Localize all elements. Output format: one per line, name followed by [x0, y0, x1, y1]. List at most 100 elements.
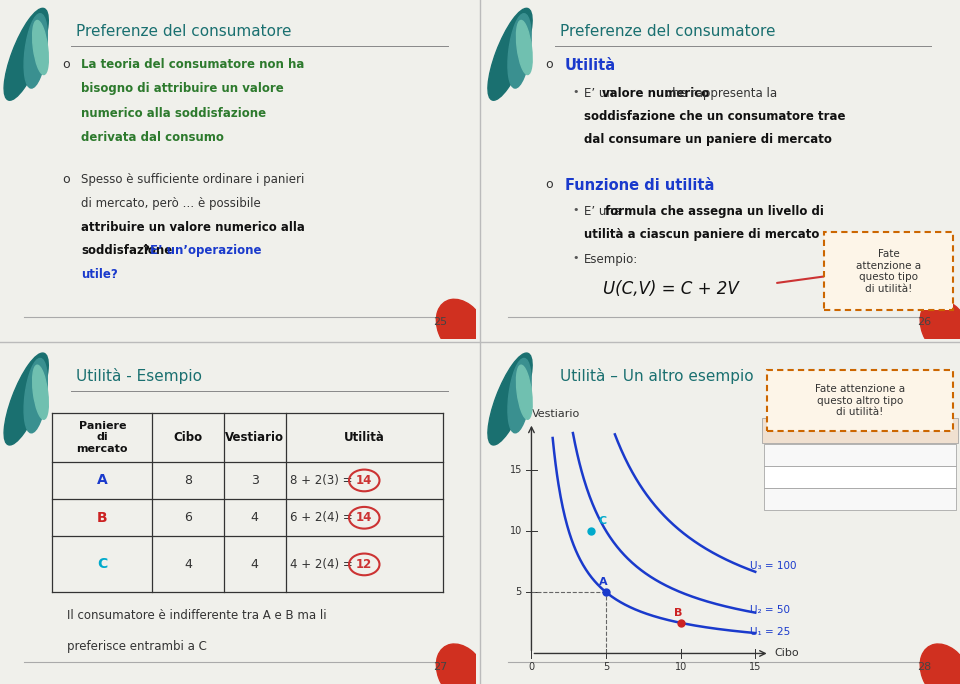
Text: Fate
attenzione a
questo tipo
di utilità!: Fate attenzione a questo tipo di utilità…: [856, 249, 922, 294]
Text: o: o: [61, 173, 69, 186]
Text: U₃ = 100: U₃ = 100: [750, 561, 797, 571]
Text: 10: 10: [510, 526, 522, 536]
Text: Cibo: Cibo: [775, 648, 799, 659]
Text: o: o: [545, 178, 553, 191]
Ellipse shape: [4, 8, 48, 101]
Text: U(C,V) = C + 2V: U(C,V) = C + 2V: [603, 280, 738, 298]
Ellipse shape: [921, 644, 960, 684]
Ellipse shape: [516, 21, 532, 75]
Text: dal consumare un paniere di mercato: dal consumare un paniere di mercato: [584, 133, 831, 146]
Text: 27: 27: [433, 662, 447, 672]
Text: Utilità – Un altro esempio: Utilità – Un altro esempio: [560, 369, 754, 384]
FancyBboxPatch shape: [764, 444, 956, 466]
Text: Fate attenzione a
questo altro tipo
di utilità!: Fate attenzione a questo altro tipo di u…: [815, 384, 905, 417]
Text: Paniere
di
mercato: Paniere di mercato: [77, 421, 128, 453]
Text: 8 + 2(3) =: 8 + 2(3) =: [291, 474, 357, 487]
Ellipse shape: [921, 300, 960, 359]
Text: Vestiario: Vestiario: [226, 431, 284, 444]
Ellipse shape: [488, 353, 532, 445]
Ellipse shape: [24, 14, 47, 88]
Text: utile?: utile?: [81, 268, 118, 281]
Text: Utilità: Utilità: [344, 431, 385, 444]
Text: C: C: [97, 557, 108, 571]
Ellipse shape: [24, 358, 47, 433]
Text: preferisce entrambi a C: preferisce entrambi a C: [66, 640, 206, 653]
Text: Utilità: Utilità: [564, 57, 616, 73]
Ellipse shape: [33, 365, 48, 419]
Text: Il consumatore è indifferente tra A e B ma li: Il consumatore è indifferente tra A e B …: [66, 609, 326, 622]
Text: derivata dal consumo: derivata dal consumo: [81, 131, 224, 144]
Text: 10: 10: [675, 662, 686, 672]
Text: o: o: [545, 57, 553, 70]
Text: Preferenze del consumatore: Preferenze del consumatore: [76, 24, 292, 39]
Ellipse shape: [437, 644, 488, 684]
Text: 28: 28: [917, 662, 931, 672]
FancyBboxPatch shape: [762, 418, 958, 443]
Text: U₁ = 25: U₁ = 25: [750, 627, 790, 637]
Text: A: A: [599, 577, 608, 588]
Text: 0: 0: [528, 662, 535, 672]
Text: U₂ = 50: U₂ = 50: [750, 605, 790, 615]
Text: ?: ?: [143, 244, 154, 257]
Text: attribuire un valore numerico alla: attribuire un valore numerico alla: [81, 220, 305, 233]
Text: Paniere: Paniere: [783, 425, 828, 434]
Text: A: A: [780, 472, 787, 482]
Text: E’ una: E’ una: [584, 205, 625, 218]
Text: Cibo: Cibo: [174, 431, 203, 444]
Text: U = CV: U = CV: [875, 425, 915, 434]
Text: 4 + 2(4) =: 4 + 2(4) =: [291, 558, 357, 571]
Text: •: •: [572, 205, 579, 215]
Text: Vestiario: Vestiario: [532, 410, 580, 419]
Text: valore numerico: valore numerico: [602, 86, 709, 99]
Text: utilità a ciascun paniere di mercato: utilità a ciascun paniere di mercato: [584, 228, 819, 241]
Text: che rappresenta la: che rappresenta la: [662, 86, 778, 99]
Text: Utilità - Esempio: Utilità - Esempio: [76, 369, 203, 384]
Ellipse shape: [33, 21, 48, 75]
Text: bisogno di attribuire un valore: bisogno di attribuire un valore: [81, 82, 284, 95]
Ellipse shape: [508, 358, 531, 433]
Ellipse shape: [4, 353, 48, 445]
Text: Spesso è sufficiente ordinare i panieri: Spesso è sufficiente ordinare i panieri: [81, 173, 304, 186]
Text: 4: 4: [251, 511, 258, 524]
Text: 3: 3: [251, 474, 258, 487]
Text: E’ un: E’ un: [584, 86, 617, 99]
Text: 15: 15: [510, 464, 522, 475]
Ellipse shape: [516, 365, 532, 419]
Text: Preferenze del consumatore: Preferenze del consumatore: [560, 24, 776, 39]
Text: A: A: [97, 473, 108, 488]
Text: B: B: [674, 608, 682, 618]
Text: 5: 5: [516, 587, 522, 597]
Ellipse shape: [488, 8, 532, 101]
Text: •: •: [572, 86, 579, 96]
Text: 25 = 2.5(10): 25 = 2.5(10): [875, 450, 941, 460]
Text: 14: 14: [356, 511, 372, 524]
Text: 8: 8: [184, 474, 192, 487]
Text: C: C: [780, 450, 788, 460]
Text: 25: 25: [434, 317, 447, 328]
FancyBboxPatch shape: [764, 488, 956, 510]
Text: Funzione di utilità: Funzione di utilità: [564, 178, 714, 193]
Text: C: C: [598, 516, 607, 526]
Text: 25 = 5(5): 25 = 5(5): [875, 472, 924, 482]
Text: 6 + 2(4) =: 6 + 2(4) =: [291, 511, 357, 524]
Text: 12: 12: [356, 558, 372, 571]
Ellipse shape: [437, 300, 488, 359]
Text: •: •: [572, 253, 579, 263]
Text: 15: 15: [749, 662, 761, 672]
Text: soddisfazione: soddisfazione: [81, 244, 172, 257]
Text: di mercato, però … è possibile: di mercato, però … è possibile: [81, 197, 261, 210]
Text: 6: 6: [184, 511, 192, 524]
FancyBboxPatch shape: [764, 466, 956, 488]
Text: 25 = 10(2.5): 25 = 10(2.5): [875, 494, 941, 504]
Text: B: B: [780, 494, 787, 504]
Ellipse shape: [508, 14, 531, 88]
Text: 14: 14: [356, 474, 372, 487]
Text: 4: 4: [251, 558, 258, 571]
Text: La teoria del consumatore non ha: La teoria del consumatore non ha: [81, 57, 304, 70]
Text: formula che assegna un livello di: formula che assegna un livello di: [605, 205, 824, 218]
FancyBboxPatch shape: [767, 370, 953, 431]
Text: E’ un’operazione: E’ un’operazione: [150, 244, 261, 257]
Text: 4: 4: [184, 558, 192, 571]
FancyBboxPatch shape: [825, 233, 953, 311]
Text: Esempio:: Esempio:: [584, 253, 638, 266]
